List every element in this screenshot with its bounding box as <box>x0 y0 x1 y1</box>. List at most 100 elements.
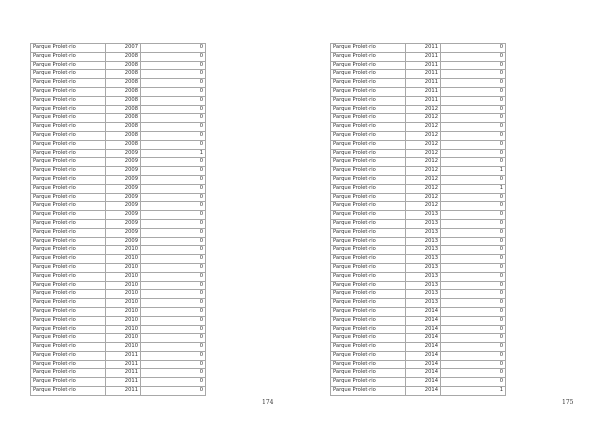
count-cell: 0 <box>440 245 506 256</box>
table-row: Parque Prolet·rio 2009 0 <box>30 227 206 238</box>
table-row: Parque Prolet·rio 2011 0 <box>30 359 206 370</box>
park-name-cell: Parque Prolet·rio <box>30 359 106 370</box>
park-name-cell: Parque Prolet·rio <box>330 192 406 203</box>
count-cell: 0 <box>440 342 506 352</box>
table-row: Parque Prolet·rio 2010 0 <box>30 271 206 282</box>
park-name-cell: Parque Prolet·rio <box>330 69 406 80</box>
park-name-cell: Parque Prolet·rio <box>30 386 106 396</box>
year-cell: 2008 <box>105 95 141 106</box>
park-name-cell: Parque Prolet·rio <box>30 157 106 168</box>
count-cell: 0 <box>440 236 506 247</box>
count-cell: 0 <box>140 359 206 370</box>
table-row: Parque Prolet·rio 2011 0 <box>30 350 206 361</box>
count-cell: 0 <box>440 60 506 71</box>
count-cell: 0 <box>440 104 506 115</box>
year-cell: 2010 <box>105 254 141 264</box>
year-cell: 2011 <box>405 78 441 88</box>
park-name-cell: Parque Prolet·rio <box>330 183 406 194</box>
park-name-cell: Parque Prolet·rio <box>30 306 106 317</box>
park-name-cell: Parque Prolet·rio <box>330 174 406 185</box>
park-name-cell: Parque Prolet·rio <box>30 174 106 185</box>
count-cell: 0 <box>140 324 206 335</box>
table-row: Parque Prolet·rio 2014 0 <box>330 359 506 370</box>
table-row: Parque Prolet·rio 2008 0 <box>30 95 206 106</box>
count-cell: 0 <box>140 218 206 229</box>
park-name-cell: Parque Prolet·rio <box>330 368 406 379</box>
count-cell: 0 <box>440 130 506 141</box>
park-name-cell: Parque Prolet·rio <box>330 104 406 115</box>
year-cell: 2012 <box>405 192 441 203</box>
table-row: Parque Prolet·rio 2011 0 <box>330 60 506 71</box>
year-cell: 2009 <box>105 218 141 229</box>
count-cell: 0 <box>140 130 206 141</box>
count-cell: 0 <box>440 78 506 88</box>
year-cell: 2010 <box>105 306 141 317</box>
count-cell: 0 <box>440 280 506 291</box>
year-cell: 2012 <box>405 139 441 150</box>
year-cell: 2008 <box>105 113 141 124</box>
year-cell: 2011 <box>105 377 141 388</box>
year-cell: 2009 <box>105 148 141 159</box>
table-row: Parque Prolet·rio 2013 0 <box>330 289 506 300</box>
year-cell: 2009 <box>105 183 141 194</box>
park-name-cell: Parque Prolet·rio <box>330 51 406 62</box>
park-name-cell: Parque Prolet·rio <box>30 166 106 176</box>
table-row: Parque Prolet·rio 2009 0 <box>30 218 206 229</box>
year-cell: 2013 <box>405 245 441 256</box>
park-name-cell: Parque Prolet·rio <box>30 69 106 80</box>
count-cell: 0 <box>440 262 506 273</box>
page-174: Parque Prolet·rio 2007 0 Parque Prolet·rio 2… <box>30 43 273 406</box>
year-cell: 2011 <box>405 43 441 53</box>
count-cell: 0 <box>140 95 206 106</box>
park-name-cell: Parque Prolet·rio <box>30 271 106 282</box>
count-cell: 0 <box>440 315 506 326</box>
count-cell: 0 <box>440 113 506 124</box>
table-row: Parque Prolet·rio 2013 0 <box>330 280 506 291</box>
year-cell: 2014 <box>405 350 441 361</box>
park-name-cell: Parque Prolet·rio <box>330 315 406 326</box>
count-cell: 0 <box>440 359 506 370</box>
park-name-cell: Parque Prolet·rio <box>330 43 406 53</box>
table-row: Parque Prolet·rio 2012 0 <box>330 201 506 212</box>
table-row: Parque Prolet·rio 2009 0 <box>30 236 206 247</box>
year-cell: 2013 <box>405 254 441 264</box>
table-row: Parque Prolet·rio 2012 0 <box>330 113 506 124</box>
table-row: Parque Prolet·rio 2010 0 <box>30 280 206 291</box>
count-cell: 0 <box>140 245 206 256</box>
year-cell: 2013 <box>405 236 441 247</box>
year-cell: 2011 <box>105 386 141 396</box>
park-name-cell: Parque Prolet·rio <box>30 51 106 62</box>
park-name-cell: Parque Prolet·rio <box>330 78 406 88</box>
year-cell: 2010 <box>105 271 141 282</box>
count-cell: 0 <box>140 254 206 264</box>
table-row: Parque Prolet·rio 2014 0 <box>330 368 506 379</box>
count-cell: 0 <box>440 157 506 168</box>
count-cell: 0 <box>140 333 206 344</box>
year-cell: 2010 <box>105 324 141 335</box>
park-name-cell: Parque Prolet·rio <box>330 166 406 176</box>
count-cell: 0 <box>440 210 506 220</box>
year-cell: 2011 <box>105 368 141 379</box>
count-cell: 0 <box>440 201 506 212</box>
table-row: Parque Prolet·rio 2013 0 <box>330 236 506 247</box>
year-cell: 2012 <box>405 130 441 141</box>
table-row: Parque Prolet·rio 2012 0 <box>330 130 506 141</box>
count-cell: 0 <box>140 280 206 291</box>
park-name-cell: Parque Prolet·rio <box>330 359 406 370</box>
table-row: Parque Prolet·rio 2010 0 <box>30 306 206 317</box>
count-cell: 0 <box>440 324 506 335</box>
count-cell: 0 <box>440 306 506 317</box>
count-cell: 0 <box>440 148 506 159</box>
park-name-cell: Parque Prolet·rio <box>30 60 106 71</box>
year-cell: 2014 <box>405 324 441 335</box>
park-name-cell: Parque Prolet·rio <box>330 227 406 238</box>
park-name-cell: Parque Prolet·rio <box>330 60 406 71</box>
park-name-cell: Parque Prolet·rio <box>330 306 406 317</box>
count-cell: 0 <box>140 342 206 352</box>
park-name-cell: Parque Prolet·rio <box>330 210 406 220</box>
table-row: Parque Prolet·rio 2010 0 <box>30 289 206 300</box>
count-cell: 0 <box>440 122 506 132</box>
table-row: Parque Prolet·rio 2012 0 <box>330 104 506 115</box>
park-name-cell: Parque Prolet·rio <box>30 245 106 256</box>
year-cell: 2013 <box>405 218 441 229</box>
